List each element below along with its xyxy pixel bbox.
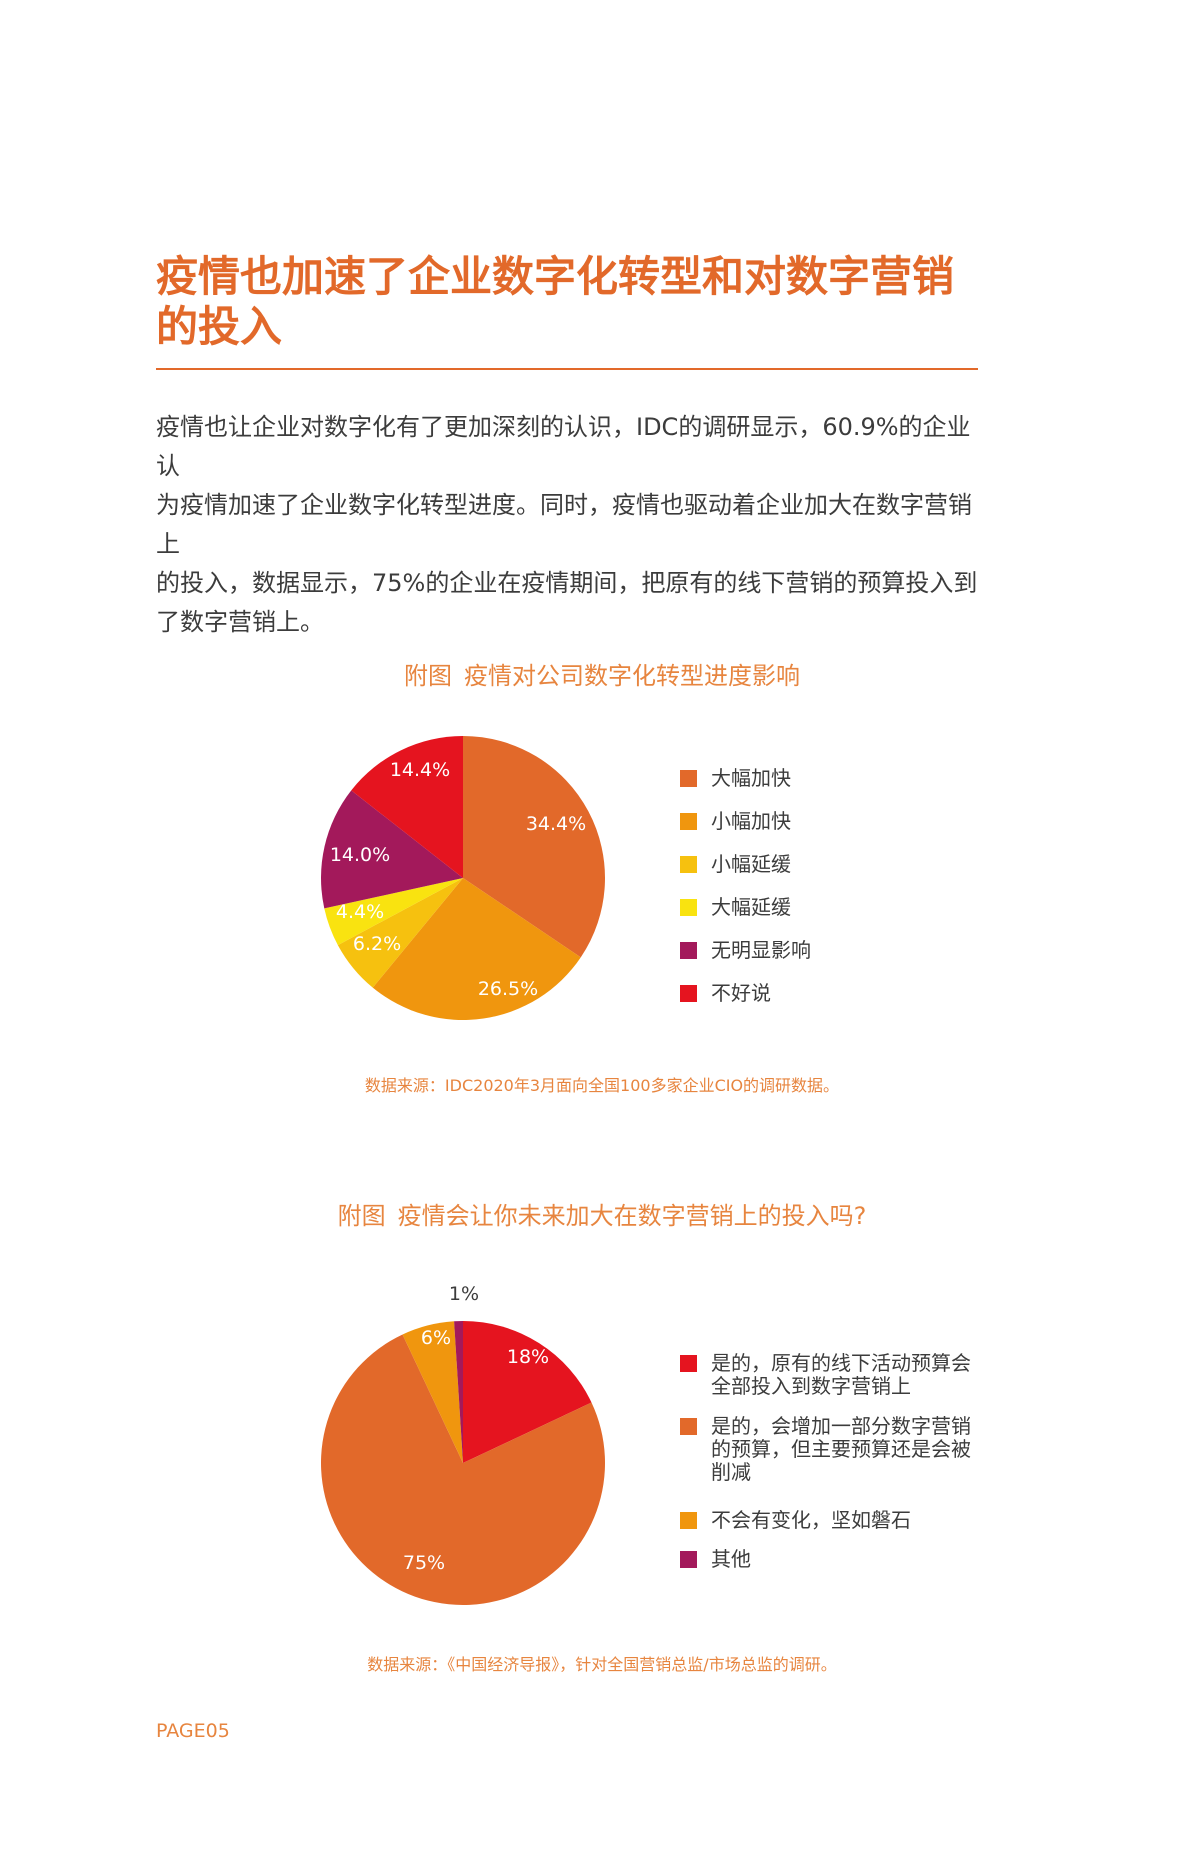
chart-2-source: 数据来源：《中国经济导报》，针对全国营销总监/市场总监的调研。 (367, 1655, 837, 1674)
chart-2-legend-swatch-1 (680, 1355, 697, 1372)
chart-1-title-text: 疫情对公司数字化转型进度影响 (464, 662, 800, 690)
chart-1-legend-label-2: 小幅加快 (711, 809, 791, 833)
chart-1-legend-swatch-6 (680, 985, 697, 1002)
chart-2-legend-item-2: 是的，会增加一部分数字营销的预算，但主要预算还是会被削减 (680, 1415, 981, 1484)
chart-1-data-label-1: 34.4% (526, 813, 586, 835)
intro-paragraph: 疫情也让企业对数字化有了更加深刻的认识，IDC的调研显示，60.9%的企业认 为… (156, 408, 986, 642)
chart-1-data-label-6: 14.4% (390, 759, 450, 781)
chart-1-legend-item-1: 大幅加快 (680, 767, 981, 790)
chart-2-data-label-3: 6% (421, 1327, 451, 1349)
chart-1-legend-label-5: 无明显影响 (711, 938, 811, 962)
chart-2-legend-item-3: 不会有变化，坚如磐石 (680, 1509, 981, 1532)
page-title-line-1: 疫情也加速了企业数字化转型和对数字营销 (156, 252, 955, 301)
chart-1-slice-5 (321, 790, 463, 909)
chart-2-legend-swatch-2 (680, 1418, 697, 1435)
chart-2-title-text: 疫情会让你未来加大在数字营销上的投入吗? (397, 1202, 867, 1230)
chart-1-legend-label-1: 大幅加快 (711, 766, 791, 790)
chart-1-legend-item-6: 不好说 (680, 982, 981, 1005)
chart-2-legend-item-1: 是的，原有的线下活动预算会全部投入到数字营销上 (680, 1352, 981, 1398)
chart-2-title: 附图 疫情会让你未来加大在数字营销上的投入吗? (0, 1196, 1204, 1231)
chart-1-legend-item-3: 小幅延缓 (680, 853, 981, 876)
intro-line-3: 的投入，数据显示，75%的企业在疫情期间，把原有的线下营销的预算投入到 (156, 569, 978, 597)
chart-1-legend-label-4: 大幅延缓 (711, 895, 791, 919)
chart-1-slice-2 (372, 878, 581, 1020)
chart-1-slice-1 (463, 736, 605, 958)
chart-1-data-label-2: 26.5% (478, 978, 538, 1000)
chart-1-legend-label-3: 小幅延缓 (711, 852, 791, 876)
chart-2-data-label-4: 1% (449, 1283, 479, 1305)
chart-1-legend-swatch-2 (680, 813, 697, 830)
chart-1-data-label-5: 14.0% (330, 844, 390, 866)
chart-1-legend-item-4: 大幅延缓 (680, 896, 981, 919)
chart-2-legend-swatch-4 (680, 1551, 697, 1568)
chart-1-source: 数据来源：IDC2020年3月面向全国100多家企业CIO的调研数据。 (364, 1076, 840, 1095)
chart-1-slice-3 (337, 878, 463, 988)
chart-2-legend-label-3: 不会有变化，坚如磐石 (711, 1508, 911, 1532)
chart-1-legend-label-6: 不好说 (711, 981, 771, 1005)
chart-2-slice-4 (454, 1321, 463, 1463)
chart-2-data-label-2: 75% (403, 1552, 445, 1574)
chart-2-legend-label-2: 是的，会增加一部分数字营销的预算，但主要预算还是会被削减 (711, 1414, 971, 1484)
chart-1-title-prefix: 附图 (404, 662, 452, 690)
chart-1-title: 附图 疫情对公司数字化转型进度影响 (0, 656, 1204, 691)
title-divider (156, 368, 978, 370)
chart-1-data-label-3: 6.2% (353, 933, 401, 955)
chart-2-legend-swatch-3 (680, 1512, 697, 1529)
intro-line-4: 了数字营销上。 (156, 608, 324, 636)
chart-1-slice-4 (324, 878, 463, 946)
intro-line-2: 为疫情加速了企业数字化转型进度。同时，疫情也驱动着企业加大在数字营销上 (156, 491, 972, 558)
chart-1-legend-item-2: 小幅加快 (680, 810, 981, 833)
chart-2-legend-label-1: 是的，原有的线下活动预算会全部投入到数字营销上 (711, 1351, 971, 1398)
page-title: 疫情也加速了企业数字化转型和对数字营销 的投入 (156, 252, 986, 352)
chart-1-legend-item-5: 无明显影响 (680, 939, 981, 962)
chart-1-legend-swatch-1 (680, 770, 697, 787)
chart-1-data-label-4: 4.4% (336, 901, 384, 923)
chart-1-slice-6 (351, 736, 463, 878)
chart-2-legend-label-4: 其他 (711, 1547, 751, 1571)
intro-line-1: 疫情也让企业对数字化有了更加深刻的认识，IDC的调研显示，60.9%的企业认 (156, 413, 971, 480)
chart-1-legend-swatch-3 (680, 856, 697, 873)
chart-2-slice-2 (321, 1334, 606, 1605)
chart-1-legend-swatch-5 (680, 942, 697, 959)
chart-1-legend-swatch-4 (680, 899, 697, 916)
chart-2-slice-3 (402, 1321, 463, 1463)
page-title-line-2: 的投入 (156, 302, 283, 351)
chart-2-slice-1 (463, 1321, 592, 1463)
page-number: PAGE05 (156, 1720, 230, 1742)
chart-2-title-prefix: 附图 (337, 1202, 386, 1230)
chart-2-legend-item-4: 其他 (680, 1548, 981, 1571)
chart-2-data-label-1: 18% (507, 1346, 549, 1368)
